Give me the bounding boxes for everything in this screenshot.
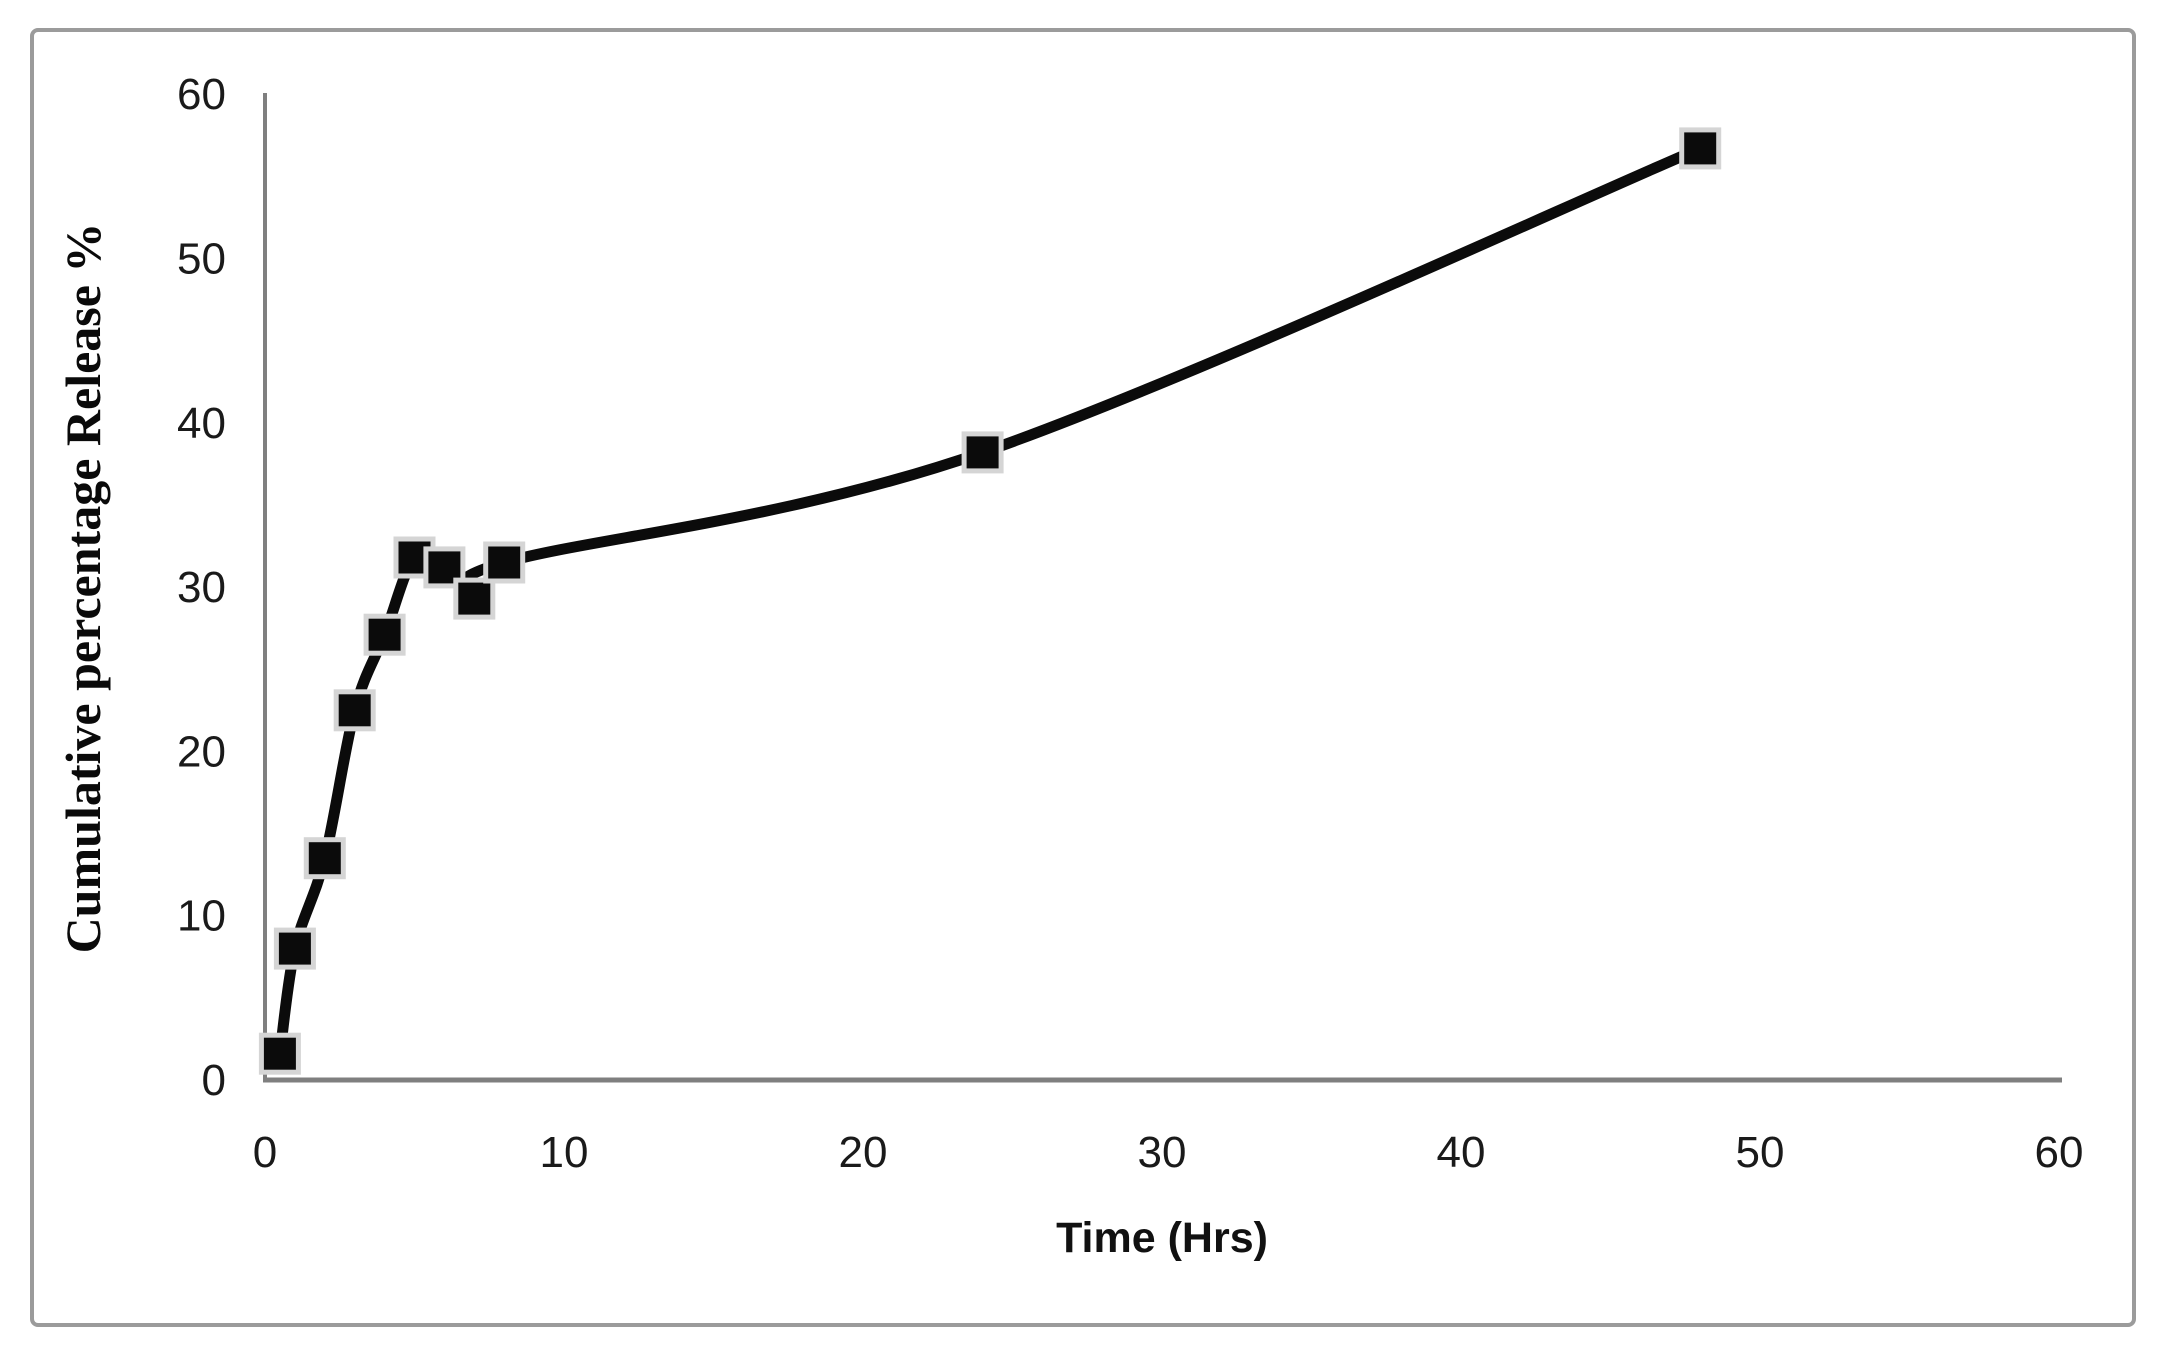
- x-tick-label: 50: [1736, 1128, 1785, 1177]
- x-tick-label: 40: [1437, 1128, 1486, 1177]
- y-tick-label: 50: [177, 235, 226, 284]
- x-axis-title: Time (Hrs): [1056, 1214, 1268, 1262]
- x-tick-label: 0: [253, 1128, 277, 1177]
- y-axis-tick-labels: 0 10 20 30 40 50 60: [177, 70, 226, 1105]
- data-point-marker: [483, 541, 526, 584]
- y-tick-label: 40: [177, 399, 226, 448]
- y-tick-label: 20: [177, 727, 226, 776]
- figure-border: [30, 28, 2136, 1327]
- data-point-marker: [363, 613, 406, 656]
- data-point-marker: [333, 689, 376, 732]
- data-point-marker: [273, 927, 316, 970]
- y-tick-label: 10: [177, 892, 226, 941]
- x-tick-label: 10: [540, 1128, 589, 1177]
- y-tick-label: 60: [177, 70, 226, 119]
- data-point-marker: [258, 1032, 301, 1075]
- data-point-marker: [303, 837, 346, 880]
- data-point-marker: [453, 577, 496, 620]
- y-tick-label: 30: [177, 563, 226, 612]
- series-markers: [258, 127, 1722, 1075]
- data-point-marker: [961, 431, 1004, 474]
- y-axis-title: Cumulative percentage Release %: [55, 223, 111, 954]
- x-axis-tick-labels: 0 10 20 30 40 50 60: [253, 1128, 2084, 1177]
- data-point-marker: [1679, 127, 1722, 170]
- y-tick-label: 0: [202, 1056, 226, 1105]
- x-tick-label: 30: [1138, 1128, 1187, 1177]
- x-tick-label: 60: [2035, 1128, 2084, 1177]
- x-tick-label: 20: [839, 1128, 888, 1177]
